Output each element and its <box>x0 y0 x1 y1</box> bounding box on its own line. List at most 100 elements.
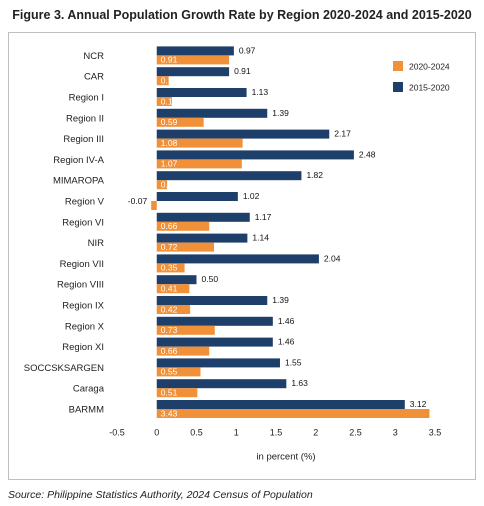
bar-2015-2020 <box>156 275 197 285</box>
data-label-2020-2024: 3.43 <box>161 408 178 418</box>
x-tick-label: 0 <box>154 427 159 437</box>
category-label: Region VII <box>60 259 104 270</box>
data-label-2020-2024: 0.19 <box>161 96 178 106</box>
data-label-2020-2024: -0.07 <box>128 196 148 206</box>
bar-2020-2024 <box>156 367 201 377</box>
bar-2015-2020 <box>156 233 248 243</box>
bar-2015-2020 <box>156 192 238 201</box>
bar-2020-2024 <box>156 221 210 231</box>
x-tick-label: 2 <box>313 427 318 437</box>
data-label-2015-2020: 1.82 <box>306 170 323 180</box>
bar-2020-2024 <box>156 284 190 294</box>
bar-2015-2020 <box>156 88 247 97</box>
category-label: Region IV-A <box>53 155 104 166</box>
data-label-2020-2024: 0.59 <box>161 117 178 127</box>
bar-2015-2020 <box>156 129 330 139</box>
bar-2020-2024 <box>156 325 215 335</box>
legend-label-2015-2020: 2015-2020 <box>409 83 450 93</box>
bar-2015-2020 <box>156 254 319 264</box>
category-label: Region VIII <box>57 280 104 291</box>
bar-2020-2024 <box>156 180 168 190</box>
source-note: Source: Philippine Statistics Authority,… <box>8 489 313 501</box>
bar-chart: NCR 0.97 0.91 CAR 0.91 0.15 Region I 1.13 0.19 Re… <box>24 45 450 462</box>
bar-2015-2020 <box>156 46 234 56</box>
category-label: Region VI <box>62 217 104 228</box>
bar-2015-2020 <box>156 316 273 326</box>
data-label-2015-2020: 0.50 <box>202 274 219 284</box>
bar-2015-2020 <box>156 379 287 389</box>
bar-2020-2024 <box>156 263 185 273</box>
x-tick-label: 1.5 <box>270 427 283 437</box>
category-label: Region X <box>65 321 105 332</box>
bar-2020-2024 <box>156 117 204 127</box>
bar-2020-2024 <box>156 388 198 398</box>
data-label-2020-2024: 1.07 <box>161 159 178 169</box>
data-label-2020-2024: 0.66 <box>161 221 178 231</box>
category-label: Region XI <box>62 342 104 353</box>
category-label: Region V <box>65 197 105 208</box>
category-label: Region I <box>69 93 104 104</box>
bar-2015-2020 <box>156 171 302 181</box>
bar-2015-2020 <box>156 358 280 368</box>
data-label-2015-2020: 1.63 <box>291 378 308 388</box>
category-label: BARMM <box>69 405 104 416</box>
data-label-2020-2024: 0.91 <box>161 55 178 65</box>
legend-swatch-2020-2024 <box>393 61 403 71</box>
data-label-2015-2020: 1.13 <box>252 87 269 97</box>
data-label-2020-2024: 0.73 <box>161 325 178 335</box>
x-tick-label: 1 <box>234 427 239 437</box>
data-label-2015-2020: 1.46 <box>278 316 295 326</box>
bar-2020-2024 <box>156 242 214 252</box>
data-label-2015-2020: 2.48 <box>359 149 376 159</box>
category-label: Caraga <box>73 384 105 395</box>
x-tick-label: 3 <box>393 427 398 437</box>
x-tick-label: 0.5 <box>190 427 203 437</box>
bar-2020-2024 <box>156 305 191 314</box>
bar-2020-2024 <box>156 159 242 169</box>
category-label: CAR <box>84 72 104 83</box>
data-label-2020-2024: 0.35 <box>161 263 178 273</box>
data-label-2015-2020: 1.17 <box>255 212 272 222</box>
bar-2020-2024 <box>156 346 210 356</box>
bar-2015-2020 <box>156 212 250 222</box>
category-label: Region III <box>63 134 104 145</box>
data-label-2020-2024: 0.55 <box>161 367 178 377</box>
bar-2015-2020 <box>156 67 230 77</box>
bar-2020-2024 <box>156 55 230 65</box>
data-label-2015-2020: 1.55 <box>285 357 302 367</box>
data-label-2015-2020: 2.17 <box>334 129 351 139</box>
bar-2015-2020 <box>156 150 354 160</box>
data-label-2015-2020: 0.91 <box>234 66 251 76</box>
x-axis-label: in percent (%) <box>256 451 315 462</box>
bar-2015-2020 <box>156 296 268 305</box>
data-label-2020-2024: 0.42 <box>161 304 178 314</box>
bar-2020-2024 <box>156 97 172 106</box>
bar-2020-2024 <box>156 138 243 148</box>
legend-swatch-2015-2020 <box>393 82 403 92</box>
chart-frame: NCR 0.97 0.91 CAR 0.91 0.15 Region I 1.13 0.19 Re… <box>8 32 476 480</box>
data-label-2020-2024: 1.08 <box>161 138 178 148</box>
category-label: Region IX <box>62 301 104 312</box>
category-label: Region II <box>66 113 104 124</box>
data-label-2020-2024: 0.51 <box>161 388 178 398</box>
legend-label-2020-2024: 2020-2024 <box>409 62 450 72</box>
data-label-2015-2020: 1.46 <box>278 337 295 347</box>
data-label-2015-2020: 1.39 <box>272 295 289 305</box>
data-label-2015-2020: 1.14 <box>252 233 269 243</box>
category-label: SOCCSKSARGEN <box>24 363 104 374</box>
x-tick-label: 2.5 <box>349 427 362 437</box>
bar-2020-2024 <box>156 409 430 418</box>
data-label-2015-2020: 2.04 <box>324 253 341 263</box>
bar-2020-2024 <box>156 76 169 86</box>
data-label-2020-2024: 0.15 <box>161 76 178 86</box>
category-label: MIMAROPA <box>53 176 105 187</box>
category-label: NIR <box>88 238 105 249</box>
chart-title: Figure 3. Annual Population Growth Rate … <box>12 8 472 22</box>
x-tick-label: 3.5 <box>429 427 442 437</box>
data-label-2020-2024: 0.66 <box>161 346 178 356</box>
bar-2020-2024 <box>151 201 157 210</box>
data-label-2015-2020: 1.02 <box>243 191 260 201</box>
data-label-2015-2020: 1.39 <box>272 108 289 118</box>
data-label-2020-2024: 0.72 <box>161 242 178 252</box>
data-label-2020-2024: 0.13 <box>161 180 178 190</box>
